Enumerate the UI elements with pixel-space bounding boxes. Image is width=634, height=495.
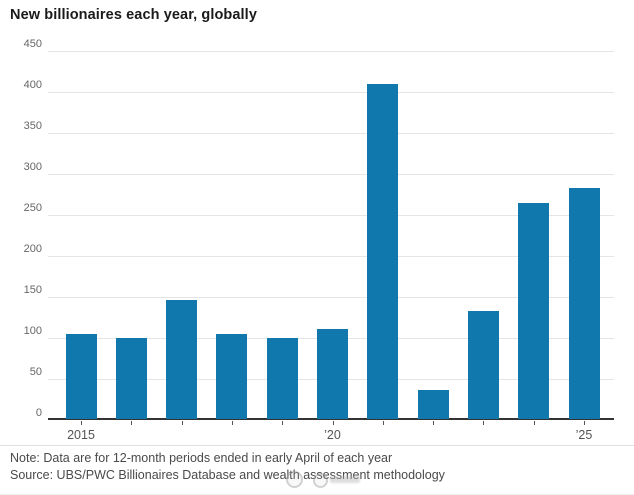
gridline	[48, 173, 614, 175]
x-axis-tick	[332, 421, 334, 425]
gridline	[48, 214, 614, 216]
bar-2019	[266, 337, 298, 420]
y-axis-tick-label: 100	[23, 324, 42, 337]
footnote: Note: Data are for 12-month periods ende…	[10, 451, 393, 465]
x-axis-tick	[382, 421, 384, 425]
x-axis-label: 2015	[67, 427, 95, 442]
source-line: Source: UBS/PWC Billionaires Database an…	[10, 468, 445, 482]
footer-divider	[0, 445, 634, 446]
y-axis-tick-label: 300	[23, 160, 42, 173]
gridline	[48, 296, 614, 298]
y-axis-tick-label: 0	[35, 406, 42, 419]
x-axis-tick	[81, 421, 82, 425]
chart-title: New billionaires each year, globally	[10, 7, 257, 23]
x-axis-tick	[433, 421, 435, 425]
y-axis-tick-label: 350	[23, 119, 42, 132]
x-axis-tick	[181, 421, 183, 425]
bar-2017	[166, 299, 198, 420]
gridline	[48, 132, 614, 134]
x-axis-tick	[231, 421, 233, 425]
x-axis-tick	[533, 421, 535, 425]
x-axis-tick	[584, 421, 585, 425]
bar-2020	[317, 329, 348, 420]
x-axis-label: ’20	[324, 427, 341, 442]
y-axis-tick-label: 50	[29, 365, 42, 378]
gridline	[48, 51, 614, 52]
bar-2016	[115, 338, 147, 420]
plot-area: 0 50 100 150 200 250 300 350 400 450 2015 ’20 ’25	[24, 39, 614, 442]
y-axis-tick-label: 400	[23, 78, 42, 91]
y-axis-tick-label: 200	[23, 242, 42, 255]
y-axis-tick-label: 150	[23, 283, 42, 296]
bar-2025	[568, 187, 600, 420]
bar-2018	[216, 334, 248, 420]
bar-2024	[518, 203, 550, 420]
y-axis-tick-label: 450	[23, 38, 42, 50]
bar-2023	[467, 310, 499, 420]
gridline	[48, 255, 614, 257]
gridline	[48, 91, 614, 93]
x-axis-label: ’25	[575, 427, 593, 442]
bar-2021	[367, 83, 399, 420]
bar-2015	[65, 333, 97, 420]
x-axis-tick	[282, 421, 284, 425]
x-axis-tick	[131, 421, 133, 425]
x-axis-tick	[483, 421, 485, 425]
bar-2022	[417, 390, 449, 420]
y-axis-tick-label: 250	[23, 201, 42, 214]
